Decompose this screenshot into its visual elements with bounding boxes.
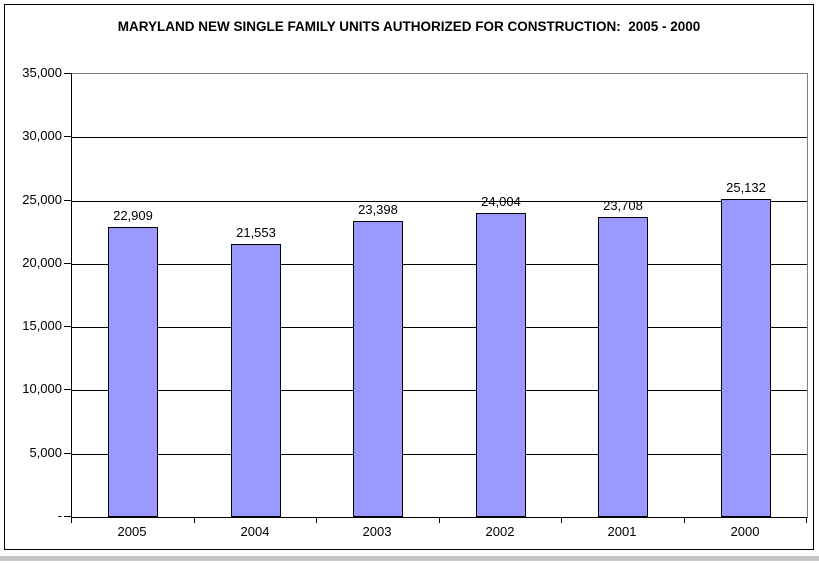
plot-area: 22,909 21,553 23,398 24,004 23,708 25,132 bbox=[71, 73, 808, 518]
bar bbox=[353, 221, 403, 517]
y-tick-label: 20,000 bbox=[22, 255, 62, 270]
y-tick-label: - bbox=[57, 508, 62, 523]
chart-title: MARYLAND NEW SINGLE FAMILY UNITS AUTHORI… bbox=[117, 19, 701, 34]
y-tick-mark bbox=[64, 136, 71, 137]
y-tick-label: 30,000 bbox=[22, 128, 62, 143]
gridline bbox=[72, 390, 807, 391]
y-tick-mark bbox=[64, 326, 71, 327]
x-tick-label: 2005 bbox=[117, 524, 147, 539]
x-tick-label: 2003 bbox=[362, 524, 392, 539]
bar bbox=[598, 217, 648, 517]
gridline bbox=[72, 327, 807, 328]
y-tick-mark bbox=[64, 516, 71, 517]
chart-frame: MARYLAND NEW SINGLE FAMILY UNITS AUTHORI… bbox=[4, 4, 814, 550]
x-tick-label: 2004 bbox=[240, 524, 270, 539]
x-tick-label: 2001 bbox=[607, 524, 637, 539]
x-tick-mark bbox=[684, 517, 685, 523]
y-tick-mark bbox=[64, 73, 71, 74]
x-tick-label: 2002 bbox=[485, 524, 515, 539]
bar-value-label: 25,132 bbox=[726, 180, 766, 195]
x-tick-mark bbox=[316, 517, 317, 523]
window-edge-strip bbox=[0, 556, 819, 561]
bar bbox=[108, 227, 158, 517]
x-tick-mark bbox=[194, 517, 195, 523]
bar bbox=[721, 199, 771, 517]
bar-value-label: 21,553 bbox=[236, 225, 276, 240]
x-tick-mark bbox=[71, 517, 72, 523]
bar-value-label: 23,708 bbox=[603, 198, 643, 213]
y-tick-label: 15,000 bbox=[22, 318, 62, 333]
bar-value-label: 23,398 bbox=[358, 202, 398, 217]
bar-value-label: 24,004 bbox=[481, 194, 521, 209]
x-tick-mark bbox=[439, 517, 440, 523]
y-tick-label: 35,000 bbox=[22, 65, 62, 80]
bar bbox=[476, 213, 526, 517]
gridline bbox=[72, 137, 807, 138]
y-tick-mark bbox=[64, 453, 71, 454]
y-tick-label: 10,000 bbox=[22, 381, 62, 396]
gridline bbox=[72, 454, 807, 455]
x-tick-mark bbox=[561, 517, 562, 523]
gridline bbox=[72, 201, 807, 202]
y-tick-mark bbox=[64, 389, 71, 390]
x-tick-label: 2000 bbox=[730, 524, 760, 539]
y-tick-mark bbox=[64, 263, 71, 264]
y-tick-label: 5,000 bbox=[29, 445, 62, 460]
y-tick-mark bbox=[64, 200, 71, 201]
bar-value-label: 22,909 bbox=[113, 208, 153, 223]
x-tick-mark bbox=[806, 517, 807, 523]
gridline bbox=[72, 264, 807, 265]
y-tick-label: 25,000 bbox=[22, 192, 62, 207]
bar bbox=[231, 244, 281, 517]
